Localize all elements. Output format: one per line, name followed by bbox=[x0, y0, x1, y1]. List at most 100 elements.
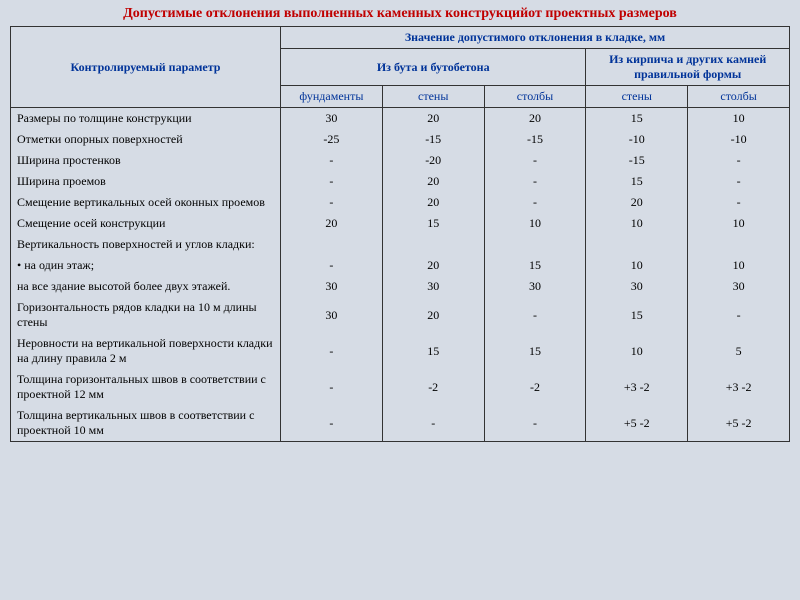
value-cell: -15 bbox=[484, 129, 586, 150]
value-cell: - bbox=[382, 405, 484, 442]
value-cell: - bbox=[281, 255, 383, 276]
table-row: на все здание высотой более двух этажей.… bbox=[11, 276, 790, 297]
param-cell: • на один этаж; bbox=[11, 255, 281, 276]
value-cell: - bbox=[281, 192, 383, 213]
value-cell: - bbox=[281, 171, 383, 192]
table-row: Отметки опорных поверхностей-25-15-15-10… bbox=[11, 129, 790, 150]
value-cell: 30 bbox=[586, 276, 688, 297]
value-cell: 15 bbox=[586, 297, 688, 333]
value-cell: 15 bbox=[586, 171, 688, 192]
col-main: Значение допустимого отклонения в кладке… bbox=[281, 27, 790, 49]
table-header: Контролируемый параметр Значение допусти… bbox=[11, 27, 790, 108]
table-row: Смещение осей конструкции2015101010 bbox=[11, 213, 790, 234]
value-cell: +3 -2 bbox=[688, 369, 790, 405]
value-cell: 10 bbox=[586, 213, 688, 234]
value-cell: - bbox=[688, 192, 790, 213]
value-cell: 15 bbox=[382, 213, 484, 234]
value-cell: 10 bbox=[586, 333, 688, 369]
param-cell: Неровности на вертикальной поверхности к… bbox=[11, 333, 281, 369]
param-cell: Смещение вертикальных осей оконных проем… bbox=[11, 192, 281, 213]
value-cell: 30 bbox=[281, 276, 383, 297]
value-cell: 15 bbox=[382, 333, 484, 369]
col-c4: стены bbox=[586, 86, 688, 108]
param-cell: Смещение осей конструкции bbox=[11, 213, 281, 234]
value-cell: 20 bbox=[586, 192, 688, 213]
value-cell: 10 bbox=[484, 213, 586, 234]
col-c1: фундаменты bbox=[281, 86, 383, 108]
value-cell: - bbox=[484, 192, 586, 213]
value-cell: - bbox=[281, 405, 383, 442]
value-cell: - bbox=[688, 171, 790, 192]
value-cell: - bbox=[281, 333, 383, 369]
table-row: Ширина проемов-20-15- bbox=[11, 171, 790, 192]
value-cell: - bbox=[484, 171, 586, 192]
value-cell: 15 bbox=[586, 108, 688, 130]
value-cell: +3 -2 bbox=[586, 369, 688, 405]
value-cell bbox=[688, 234, 790, 255]
param-cell: Толщина горизонтальных швов в соответств… bbox=[11, 369, 281, 405]
value-cell: -10 bbox=[586, 129, 688, 150]
page-title: Допустимые отклонения выполненных каменн… bbox=[10, 6, 790, 22]
col-c3: столбы bbox=[484, 86, 586, 108]
param-cell: Отметки опорных поверхностей bbox=[11, 129, 281, 150]
table-row: Вертикальность поверхностей и углов клад… bbox=[11, 234, 790, 255]
value-cell: 30 bbox=[281, 108, 383, 130]
value-cell: -20 bbox=[382, 150, 484, 171]
value-cell bbox=[484, 234, 586, 255]
value-cell: - bbox=[281, 369, 383, 405]
value-cell: - bbox=[281, 150, 383, 171]
value-cell: 20 bbox=[281, 213, 383, 234]
value-cell: 30 bbox=[484, 276, 586, 297]
value-cell: -2 bbox=[382, 369, 484, 405]
value-cell: 30 bbox=[281, 297, 383, 333]
value-cell: 20 bbox=[484, 108, 586, 130]
value-cell: -25 bbox=[281, 129, 383, 150]
value-cell: -10 bbox=[688, 129, 790, 150]
value-cell bbox=[586, 234, 688, 255]
param-cell: Ширина простенков bbox=[11, 150, 281, 171]
param-cell: Вертикальность поверхностей и углов клад… bbox=[11, 234, 281, 255]
table-row: Размеры по толщине конструкции3020201510 bbox=[11, 108, 790, 130]
table-row: Толщина горизонтальных швов в соответств… bbox=[11, 369, 790, 405]
value-cell: 15 bbox=[484, 255, 586, 276]
value-cell: 10 bbox=[688, 213, 790, 234]
col-param: Контролируемый параметр bbox=[11, 27, 281, 108]
value-cell: 10 bbox=[688, 108, 790, 130]
value-cell: - bbox=[484, 297, 586, 333]
table-body: Размеры по толщине конструкции3020201510… bbox=[11, 108, 790, 442]
value-cell: +5 -2 bbox=[586, 405, 688, 442]
param-cell: на все здание высотой более двух этажей. bbox=[11, 276, 281, 297]
table-row: Смещение вертикальных осей оконных проем… bbox=[11, 192, 790, 213]
col-c2: стены bbox=[382, 86, 484, 108]
value-cell: 20 bbox=[382, 171, 484, 192]
value-cell: 20 bbox=[382, 297, 484, 333]
value-cell: -15 bbox=[586, 150, 688, 171]
value-cell: - bbox=[484, 150, 586, 171]
value-cell: 10 bbox=[688, 255, 790, 276]
deviations-table: Контролируемый параметр Значение допусти… bbox=[10, 26, 790, 442]
table-row: Толщина вертикальных швов в соответствии… bbox=[11, 405, 790, 442]
table-row: Неровности на вертикальной поверхности к… bbox=[11, 333, 790, 369]
table-row: Горизонтальность рядов кладки на 10 м дл… bbox=[11, 297, 790, 333]
col-group2: Из кирпича и других камней правильной фо… bbox=[586, 49, 790, 86]
value-cell: -15 bbox=[382, 129, 484, 150]
col-c5: столбы bbox=[688, 86, 790, 108]
value-cell: -2 bbox=[484, 369, 586, 405]
value-cell: - bbox=[688, 297, 790, 333]
value-cell bbox=[281, 234, 383, 255]
param-cell: Размеры по толщине конструкции bbox=[11, 108, 281, 130]
table-row: Ширина простенков--20--15- bbox=[11, 150, 790, 171]
value-cell: 20 bbox=[382, 192, 484, 213]
table-row: • на один этаж;-20151010 bbox=[11, 255, 790, 276]
value-cell bbox=[382, 234, 484, 255]
param-cell: Ширина проемов bbox=[11, 171, 281, 192]
value-cell: 10 bbox=[586, 255, 688, 276]
value-cell: 30 bbox=[688, 276, 790, 297]
value-cell: 30 bbox=[382, 276, 484, 297]
value-cell: - bbox=[688, 150, 790, 171]
param-cell: Толщина вертикальных швов в соответствии… bbox=[11, 405, 281, 442]
param-cell: Горизонтальность рядов кладки на 10 м дл… bbox=[11, 297, 281, 333]
value-cell: 5 bbox=[688, 333, 790, 369]
value-cell: 20 bbox=[382, 255, 484, 276]
value-cell: - bbox=[484, 405, 586, 442]
